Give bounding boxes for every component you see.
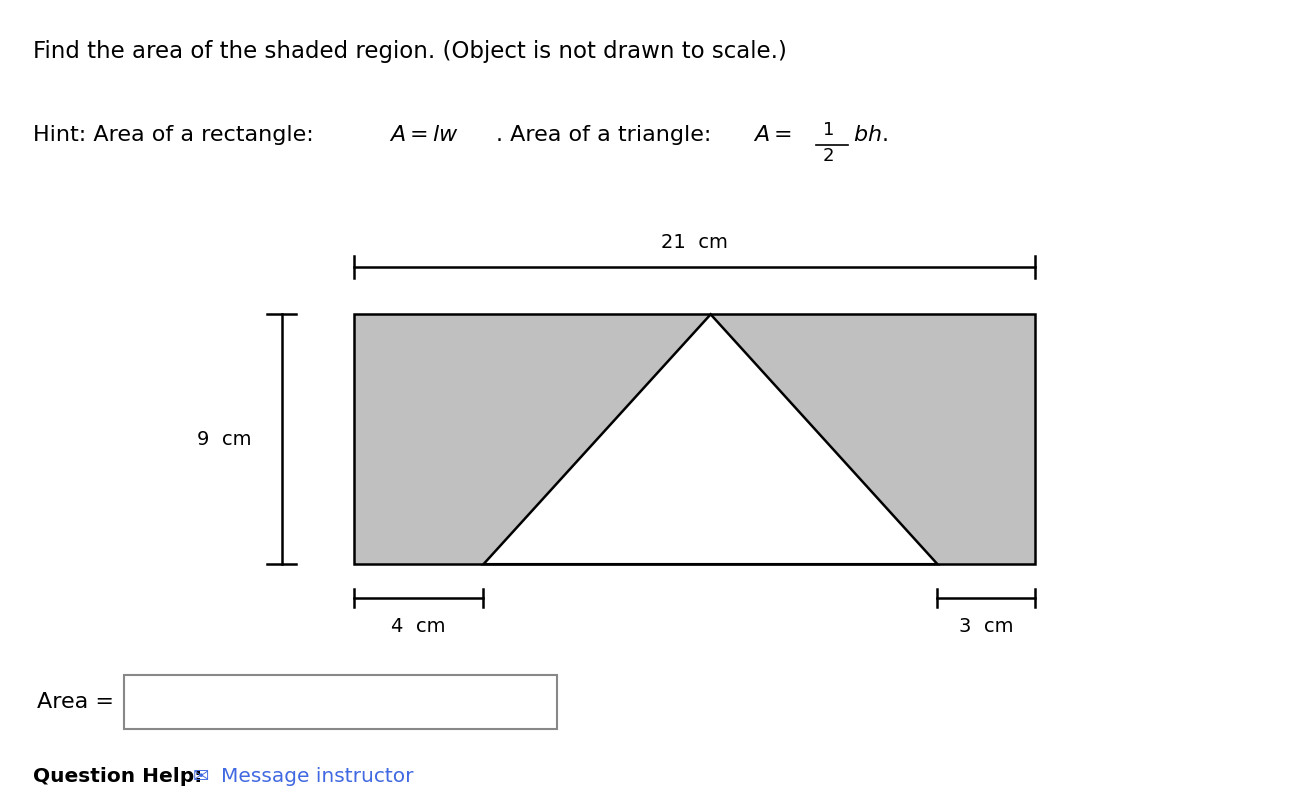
Text: Area =: Area =: [37, 692, 114, 712]
Polygon shape: [483, 314, 938, 564]
Text: . Area of a triangle:: . Area of a triangle:: [496, 125, 719, 145]
Text: $bh.$: $bh.$: [853, 125, 888, 145]
Text: 1: 1: [823, 121, 834, 139]
Text: Message instructor: Message instructor: [221, 767, 414, 786]
Text: $A = $: $A = $: [753, 125, 793, 145]
Text: 3  cm: 3 cm: [959, 617, 1014, 636]
Text: 4  cm: 4 cm: [392, 617, 445, 636]
Text: ✉: ✉: [193, 767, 210, 786]
Text: Find the area of the shaded region. (Object is not drawn to scale.): Find the area of the shaded region. (Obj…: [33, 40, 786, 64]
Text: 9  cm: 9 cm: [196, 430, 252, 449]
Text: $A = lw$: $A = lw$: [389, 125, 460, 145]
Text: Question Help:: Question Help:: [33, 767, 202, 786]
Text: Hint: Area of a rectangle:: Hint: Area of a rectangle:: [33, 125, 321, 145]
Text: 21  cm: 21 cm: [660, 233, 728, 252]
Text: 2: 2: [823, 147, 834, 165]
Bar: [354, 314, 1035, 564]
FancyBboxPatch shape: [124, 675, 557, 729]
